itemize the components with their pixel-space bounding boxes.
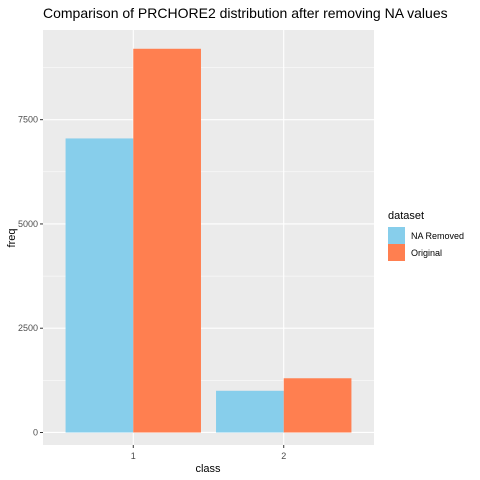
y-tick-label: 5000 [18,219,38,229]
y-axis-label: freq [6,229,18,248]
bar [216,390,284,433]
x-tick-label: 1 [131,451,136,461]
bar [283,378,352,433]
bars [65,48,352,433]
legend-title: dataset [388,210,424,222]
bar [133,48,201,433]
legend-label: NA Removed [411,231,464,241]
y-tick-label: 7500 [18,115,38,125]
x-axis-label: class [195,463,221,475]
x-tick-label: 2 [281,451,286,461]
legend-swatch [388,244,405,261]
y-tick-label: 2500 [18,323,38,333]
bar [65,138,134,433]
legend-swatch [388,227,405,244]
legend: dataset NA Removed Original [388,210,464,261]
chart-title: Comparison of PRCHORE2 distribution afte… [43,5,448,21]
y-axis-ticks: 0 2500 5000 7500 [18,115,43,437]
legend-label: Original [411,248,442,258]
legend-items: NA Removed Original [388,227,464,261]
y-tick-label: 0 [33,427,38,437]
